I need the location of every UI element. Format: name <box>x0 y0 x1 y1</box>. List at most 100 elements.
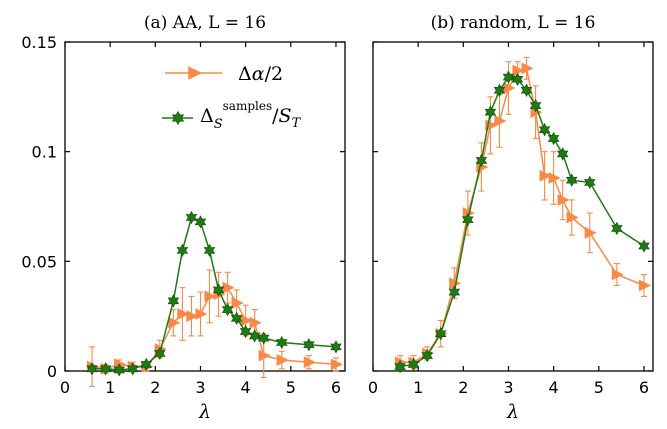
data-point <box>584 175 596 190</box>
data-point <box>176 243 189 258</box>
x-tick-label: 1 <box>413 378 423 397</box>
data-point <box>503 82 516 94</box>
data-point <box>249 316 262 329</box>
chart-title: (a) AA, L = 16 <box>144 13 266 33</box>
series-delta-s <box>86 210 342 377</box>
data-point <box>557 193 570 206</box>
data-point <box>512 64 525 77</box>
data-point <box>547 131 560 146</box>
x-tick-label: 2 <box>458 378 468 397</box>
data-point <box>212 283 225 297</box>
data-point <box>194 215 207 229</box>
y-tick-label: 0 <box>47 362 57 381</box>
series-line <box>400 67 645 363</box>
x-tick-label: 0 <box>368 378 378 397</box>
data-point <box>484 105 497 119</box>
data-point <box>565 173 578 187</box>
series-delta-s <box>394 70 650 374</box>
y-tick-label: 0.1 <box>32 143 57 162</box>
data-point <box>520 83 533 97</box>
x-tick-label: 3 <box>195 378 205 397</box>
data-point <box>185 210 198 225</box>
data-point <box>204 290 217 303</box>
data-point <box>276 354 289 366</box>
series-line <box>91 286 337 370</box>
x-axis-label: λ <box>506 401 519 423</box>
x-axis-label: λ <box>198 401 211 423</box>
panel-b: (b) random, L = 16 0 1 2 3 4 5 6 λ <box>368 13 654 423</box>
series-delta-alpha <box>394 56 652 370</box>
data-point <box>584 226 597 239</box>
data-point <box>330 340 342 354</box>
data-point <box>221 302 234 317</box>
x-tick-label: 1 <box>105 378 115 397</box>
data-point <box>475 153 488 168</box>
data-point <box>462 213 474 227</box>
x-tick-label: 2 <box>150 378 160 397</box>
data-point <box>168 316 181 329</box>
data-point <box>140 357 153 372</box>
x-tick-label: 3 <box>503 378 513 397</box>
data-point <box>303 356 316 369</box>
plot-frame <box>64 41 346 372</box>
chart-title: (b) random, L = 16 <box>431 13 596 33</box>
data-point <box>511 72 524 86</box>
x-tick-label: 4 <box>241 378 251 397</box>
data-point <box>222 281 235 294</box>
data-point <box>421 348 433 363</box>
data-point <box>248 329 261 343</box>
data-point <box>86 362 98 376</box>
data-point <box>203 243 216 258</box>
data-point <box>407 357 420 372</box>
data-point <box>186 310 199 323</box>
data-point <box>257 331 270 345</box>
data-point <box>154 346 166 361</box>
x-tick-label: 6 <box>639 378 649 397</box>
legend-entry-delta-alpha: Δα/2 <box>165 63 283 85</box>
data-point <box>113 363 125 377</box>
data-point <box>494 115 507 127</box>
legend: Δα/2 ΔSsamples/ST <box>162 63 302 132</box>
x-tick-label: 0 <box>60 378 70 397</box>
data-point <box>434 327 447 341</box>
data-point <box>230 311 243 326</box>
x-tick-label: 6 <box>331 378 341 397</box>
data-point <box>303 338 315 352</box>
data-point <box>611 221 623 236</box>
legend-label-delta-alpha: Δα/2 <box>238 63 283 85</box>
data-point <box>231 297 244 309</box>
data-point <box>258 349 271 362</box>
data-point <box>394 359 406 374</box>
data-point <box>556 147 569 161</box>
legend-entry-delta-s: ΔSsamples/ST <box>162 99 302 132</box>
legend-marker <box>188 66 203 80</box>
x-tick-label: 5 <box>594 378 604 397</box>
panel-a: (a) AA, L = 16 0 1 2 3 4 5 6 0 0.05 0.1 0.15 λ <box>21 13 346 423</box>
legend-marker <box>171 110 185 126</box>
data-point <box>493 83 506 97</box>
data-point <box>529 98 542 113</box>
data-point <box>126 362 139 376</box>
data-point <box>638 279 652 292</box>
series-line <box>399 76 645 368</box>
data-point <box>611 268 624 281</box>
data-point <box>99 362 112 376</box>
plot-frame <box>372 41 654 372</box>
data-point <box>167 294 180 308</box>
data-point <box>538 123 551 137</box>
x-tick-label: 5 <box>286 378 296 397</box>
data-point <box>448 285 461 299</box>
data-point <box>330 358 344 371</box>
y-tick-label: 0.05 <box>21 252 57 271</box>
legend-label-delta-s: ΔSsamples/ST <box>200 99 302 132</box>
data-point <box>548 172 561 184</box>
data-point <box>566 211 579 224</box>
data-point <box>195 308 208 320</box>
data-point <box>177 308 190 320</box>
data-point <box>276 335 288 350</box>
data-point <box>502 70 515 84</box>
series-delta-alpha <box>86 269 344 387</box>
data-point <box>239 324 252 339</box>
x-tick-label: 4 <box>549 378 559 397</box>
